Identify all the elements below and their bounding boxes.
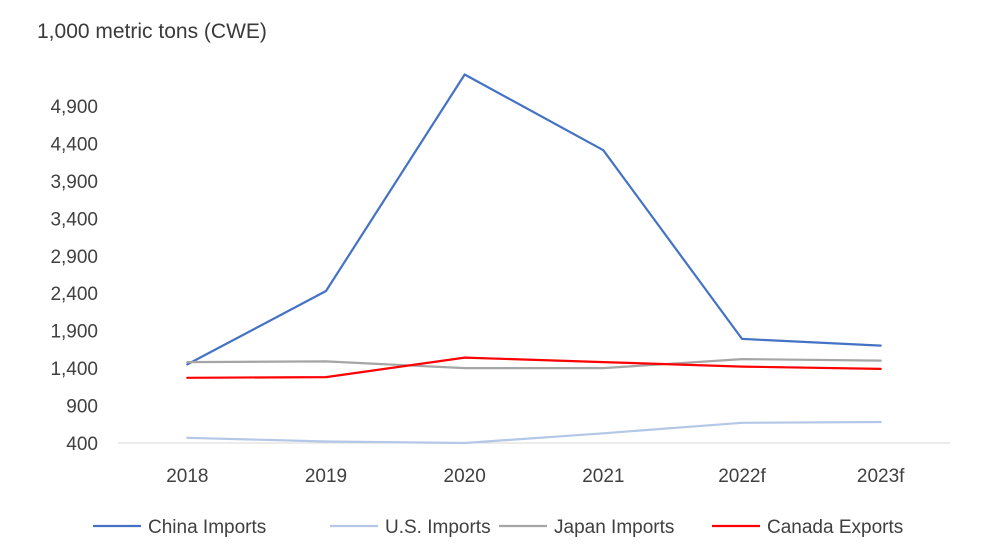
y-tick-label: 900 xyxy=(66,397,98,418)
y-tick-label: 2,400 xyxy=(50,284,98,305)
y-tick-label: 400 xyxy=(66,434,98,455)
x-tick-label: 2023f xyxy=(857,466,905,487)
y-axis-unit-label: 1,000 metric tons (CWE) xyxy=(37,20,267,43)
series-line-china-imports xyxy=(186,73,882,366)
x-tick-label: 2021 xyxy=(582,466,624,487)
y-tick-label: 2,900 xyxy=(50,247,98,268)
series-line-u-s-imports xyxy=(186,420,882,445)
series-line-canada-exports xyxy=(186,356,882,379)
x-tick-label: 2018 xyxy=(166,466,208,487)
legend-label: U.S. Imports xyxy=(385,517,491,538)
x-tick-label: 2020 xyxy=(444,466,486,487)
x-tick-label: 2022f xyxy=(718,466,766,487)
legend-label: Japan Imports xyxy=(554,517,674,538)
legend: China Imports U.S. Imports Japan Imports Ca… xyxy=(93,517,903,538)
y-tick-label: 4,900 xyxy=(50,97,98,118)
legend-label: Canada Exports xyxy=(767,517,903,538)
y-tick-label: 1,900 xyxy=(50,322,98,343)
y-tick-label: 3,400 xyxy=(50,209,98,230)
y-tick-label: 1,400 xyxy=(50,359,98,380)
y-axis-tick-labels: 400 900 1,400 1,900 2,400 2,900 3,400 3,900 4,40… xyxy=(50,97,98,455)
x-axis-tick-labels: 2018 2019 2020 2021 2022f 2023f xyxy=(166,466,905,487)
legend-label: China Imports xyxy=(148,517,266,538)
y-tick-label: 4,400 xyxy=(50,134,98,155)
x-tick-label: 2019 xyxy=(305,466,347,487)
y-tick-label: 3,900 xyxy=(50,172,98,193)
series-line-japan-imports xyxy=(186,358,882,370)
series-lines xyxy=(186,73,882,445)
